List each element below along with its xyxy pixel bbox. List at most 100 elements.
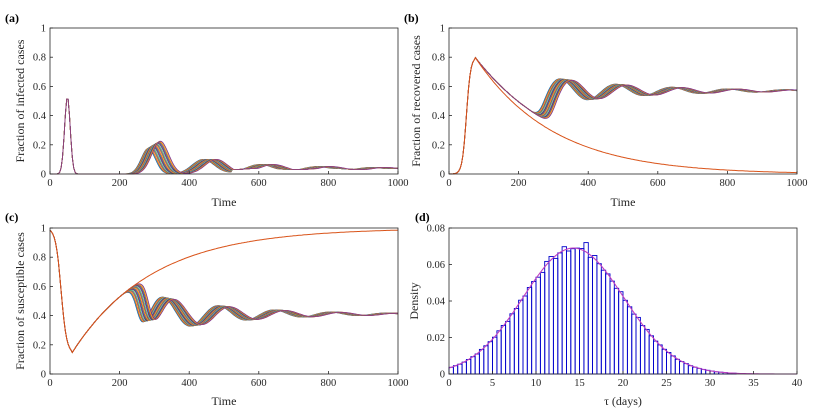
x-tick-label: 35 xyxy=(748,378,759,389)
series-line xyxy=(448,56,798,175)
histogram-bar xyxy=(570,248,576,375)
x-tick-label: 5 xyxy=(490,378,495,389)
histogram-bar xyxy=(592,255,598,375)
series-line xyxy=(49,230,399,354)
histogram-bar xyxy=(618,291,624,375)
panel-a-ylabel: Fraction of infected cases xyxy=(13,39,27,162)
series-line xyxy=(49,230,399,354)
histogram-bar xyxy=(579,248,585,375)
histogram-bar xyxy=(605,273,611,375)
x-tick-label: 200 xyxy=(511,178,527,189)
series-line xyxy=(49,230,398,354)
panel-a: (a) 0 200 400 600 800 1000 0 0.2 0.4 0.6 0.8 1 Time… xyxy=(5,11,409,209)
panel-a-lines xyxy=(50,98,398,175)
histogram-bar xyxy=(561,246,567,375)
y-tick-label: 0.4 xyxy=(432,111,446,122)
series-line xyxy=(49,230,398,354)
histogram-bar xyxy=(548,256,554,375)
series-line xyxy=(448,56,798,175)
histogram-bar xyxy=(470,356,476,375)
series-line xyxy=(448,56,797,175)
histogram-bar xyxy=(566,250,572,375)
panel-d-bars xyxy=(448,242,737,375)
panel-c-ylabel: Fraction of susceptible cases xyxy=(13,232,27,370)
histogram-bar xyxy=(609,280,615,375)
series-line xyxy=(49,230,399,354)
x-tick-label: 1000 xyxy=(787,178,808,189)
series-line xyxy=(49,230,399,354)
series-line xyxy=(448,56,798,175)
histogram-bar xyxy=(583,242,589,375)
histogram-bar xyxy=(626,306,633,375)
panel-b-xlabel: Time xyxy=(611,195,636,209)
x-tick-label: 200 xyxy=(112,378,128,389)
y-tick-label: 0.8 xyxy=(33,253,46,264)
y-tick-label: 1 xyxy=(41,24,46,35)
x-tick-label: 800 xyxy=(720,178,736,189)
x-tick-label: 10 xyxy=(531,378,542,389)
panel-c: (c) 0 200 400 600 800 1000 0 0.2 0.4 0.6 0.8 1 Time… xyxy=(5,210,409,408)
series-line xyxy=(49,230,398,354)
histogram-bar xyxy=(622,299,628,375)
y-tick-label: 0 xyxy=(440,370,445,381)
series-line xyxy=(448,56,798,175)
panel-d-ylabel: Density xyxy=(407,282,421,319)
y-tick-label: 0 xyxy=(440,170,445,181)
histogram-bar xyxy=(483,345,489,375)
series-line xyxy=(448,56,798,175)
y-tick-label: 0.06 xyxy=(427,260,445,271)
x-tick-label: 0 xyxy=(446,378,451,389)
histogram-bar xyxy=(492,336,498,375)
histogram-bar xyxy=(692,366,698,375)
histogram-bar xyxy=(552,257,559,375)
x-tick-label: 600 xyxy=(251,378,267,389)
histogram-bar xyxy=(531,281,537,375)
panel-a-axes-box xyxy=(49,27,399,175)
panel-d-ticks: 0 5 10 15 20 25 30 35 40 0 0.02 0.04 0.06 0.08 xyxy=(427,224,803,390)
histogram-bar xyxy=(474,353,480,375)
histogram-bar xyxy=(478,348,485,375)
panel-b: (b) 0 200 400 600 800 1000 0 0.2 0.4 0.6 0.8 1 Time… xyxy=(404,11,808,209)
x-tick-label: 25 xyxy=(661,378,672,389)
x-tick-label: 1000 xyxy=(388,378,409,389)
series-line xyxy=(50,98,398,175)
histogram-bar xyxy=(587,256,593,375)
x-tick-label: 400 xyxy=(181,178,197,189)
panel-b-lines xyxy=(448,56,798,175)
histogram-bar xyxy=(465,359,472,375)
panel-d-xlabel: τ (days) xyxy=(604,394,642,408)
panel-c-label: (c) xyxy=(5,210,18,224)
y-tick-label: 1 xyxy=(41,224,46,235)
x-tick-label: 800 xyxy=(321,178,337,189)
x-tick-label: 0 xyxy=(446,178,451,189)
panel-c-lines xyxy=(49,229,399,354)
panel-d-fit-curve xyxy=(448,247,797,375)
series-line xyxy=(448,56,797,175)
y-tick-label: 0 xyxy=(41,170,46,181)
x-tick-label: 15 xyxy=(574,378,585,389)
histogram-bar xyxy=(661,348,667,375)
histogram-bar xyxy=(452,365,459,375)
histogram-bar xyxy=(522,295,528,375)
histogram-bar xyxy=(648,335,654,375)
panel-c-ticks: 0 200 400 600 800 1000 0 0.2 0.4 0.6 0.8 1 xyxy=(33,224,409,390)
series-line xyxy=(448,56,798,175)
series-line xyxy=(448,56,798,175)
y-tick-label: 0.4 xyxy=(33,311,47,322)
y-tick-label: 0.2 xyxy=(432,140,445,151)
series-line xyxy=(448,56,798,175)
histogram-bar xyxy=(500,325,507,375)
x-tick-label: 0 xyxy=(47,178,52,189)
histogram-bar xyxy=(674,358,680,375)
series-line xyxy=(49,230,399,354)
series-line xyxy=(448,56,798,175)
y-tick-label: 0.8 xyxy=(33,53,46,64)
histogram-bar xyxy=(631,313,637,375)
series-line xyxy=(448,56,798,175)
y-tick-label: 0.6 xyxy=(432,82,445,93)
y-tick-label: 0.6 xyxy=(33,282,46,293)
series-line xyxy=(49,230,399,354)
x-tick-label: 600 xyxy=(251,178,267,189)
panel-b-ylabel: Fraction of recovered cases xyxy=(409,35,423,167)
x-tick-label: 40 xyxy=(792,378,803,389)
